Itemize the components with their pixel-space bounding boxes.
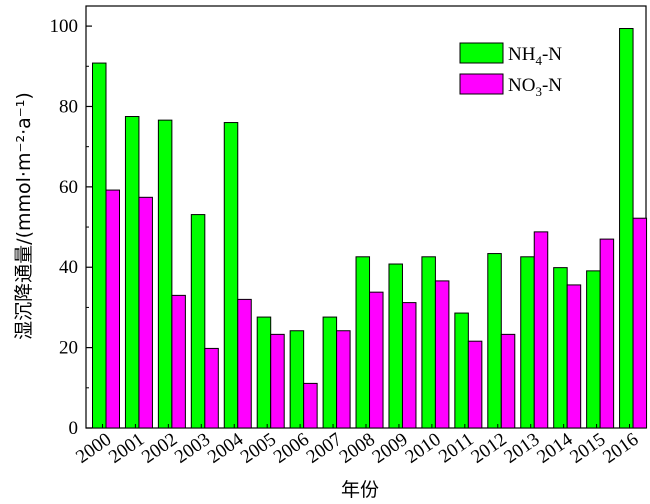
bar-nh4-2007 <box>322 316 338 429</box>
bar-no3-2001 <box>138 196 153 429</box>
bar-no3-2016 <box>632 217 648 429</box>
bar-no3-2006 <box>303 382 318 429</box>
x-tick-label-2016: 2016 <box>599 429 642 468</box>
x-axis: 2000200120022003200420052006200720082009… <box>72 424 642 468</box>
bar-nh4-2012 <box>487 253 502 429</box>
bar-no3-2004 <box>237 298 252 429</box>
x-axis-title: 年份 <box>341 479 379 501</box>
bar-nh4-2015 <box>586 270 601 429</box>
bar-no3-2010 <box>434 280 450 429</box>
bar-no3-2015 <box>599 238 615 429</box>
bar-no3-2003 <box>204 347 219 429</box>
bars-group <box>92 28 648 429</box>
legend-label-nh4: NH4-N <box>508 44 562 68</box>
y-tick-label-60: 60 <box>59 177 78 198</box>
bar-no3-2012 <box>500 333 516 429</box>
legend: NH4-N NO3-N <box>459 42 562 99</box>
bar-nh4-2009 <box>388 263 403 429</box>
y-tick-label-40: 40 <box>59 257 78 278</box>
y-tick-label-80: 80 <box>59 96 78 117</box>
bar-nh4-2003 <box>190 214 206 429</box>
y-axis: 0 20 40 60 80 100 <box>50 16 92 439</box>
bar-nh4-2010 <box>421 256 436 429</box>
bar-nh4-2008 <box>355 256 371 429</box>
legend-label-no3-sub: 3 <box>535 84 542 99</box>
y-tick-label-20: 20 <box>59 338 78 359</box>
bar-nh4-2002 <box>157 119 173 429</box>
bar-no3-2000 <box>105 189 120 429</box>
bar-nh4-2013 <box>520 256 535 429</box>
legend-label-no3-tail: -N <box>542 75 562 96</box>
bar-nh4-2011 <box>454 312 469 429</box>
bar-nh4-2004 <box>223 122 239 429</box>
bar-no3-2013 <box>533 231 549 429</box>
legend-swatch-no3 <box>459 73 504 95</box>
legend-label-nh4-main: NH <box>508 44 536 65</box>
bar-nh4-2000 <box>92 62 107 429</box>
bar-no3-2007 <box>336 330 351 429</box>
bar-nh4-2006 <box>289 330 305 429</box>
legend-label-no3-main: NO <box>508 75 535 96</box>
bar-no3-2005 <box>270 333 285 429</box>
bar-no3-2008 <box>369 291 384 429</box>
bar-no3-2011 <box>467 340 483 429</box>
y-tick-label-0: 0 <box>69 418 79 439</box>
bar-no3-2014 <box>566 284 582 429</box>
y-tick-label-100: 100 <box>50 16 79 37</box>
legend-label-no3: NO3-N <box>508 75 562 99</box>
legend-label-nh4-sub: 4 <box>535 53 542 68</box>
bar-nh4-2014 <box>553 267 568 429</box>
bar-nh4-2016 <box>619 28 634 429</box>
legend-swatch-nh4 <box>459 42 504 64</box>
legend-label-nh4-tail: -N <box>542 44 562 65</box>
bar-nh4-2001 <box>124 116 140 429</box>
bar-no3-2009 <box>401 302 417 429</box>
y-axis-title: 湿沉降通量/(mmol·m⁻²·a⁻¹) <box>13 92 35 340</box>
bar-no3-2002 <box>171 294 186 429</box>
bar-nh4-2005 <box>256 316 272 429</box>
